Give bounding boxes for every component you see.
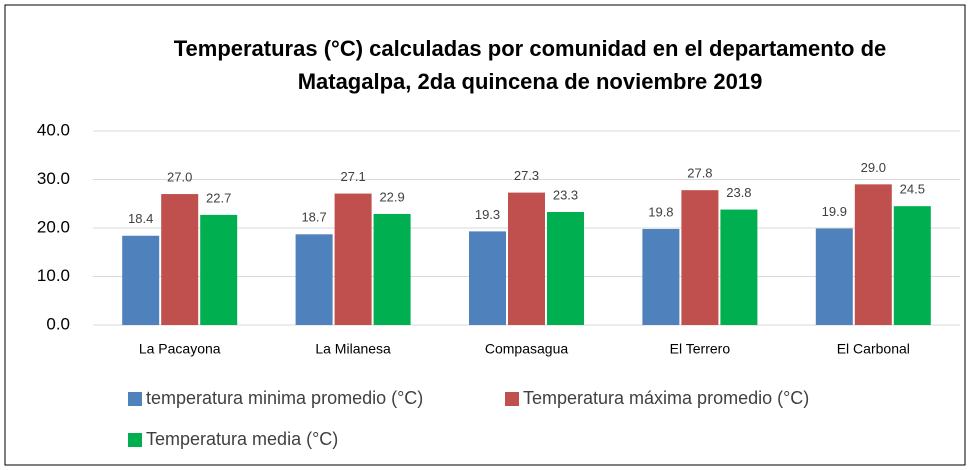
data-label: 19.3	[475, 207, 500, 222]
chart-title: Temperaturas (°C) calculadas por comunid…	[174, 36, 887, 61]
bar	[200, 214, 238, 325]
data-label: 27.8	[687, 166, 712, 181]
bar	[334, 193, 372, 325]
x-tick-label: La Pacayona	[139, 341, 221, 357]
legend-swatch	[505, 392, 519, 406]
data-label: 19.9	[822, 204, 847, 219]
legend-label: Temperatura media (°C)	[146, 429, 338, 449]
data-label: 22.7	[206, 190, 231, 205]
data-label: 27.1	[340, 169, 365, 184]
y-tick-label: 20.0	[37, 217, 70, 236]
data-label: 18.7	[301, 210, 326, 225]
data-label: 22.9	[379, 189, 404, 204]
data-label: 24.5	[900, 182, 925, 197]
data-label: 18.4	[128, 211, 153, 226]
bar	[720, 209, 758, 325]
x-tick-label: El Terrero	[670, 341, 731, 357]
data-label: 23.8	[726, 185, 751, 200]
bar	[681, 190, 719, 325]
bar	[122, 235, 160, 325]
bar	[815, 228, 853, 325]
bar	[547, 211, 584, 325]
y-tick-label: 10.0	[37, 266, 70, 285]
y-tick-label: 0.0	[46, 314, 70, 333]
bar	[893, 206, 931, 325]
bar	[161, 194, 199, 325]
data-label: 23.3	[553, 187, 578, 202]
legend-label: temperatura minima promedio (°C)	[146, 388, 423, 408]
data-label: 19.8	[648, 204, 673, 219]
bar	[469, 231, 506, 325]
x-tick-label: El Carbonal	[837, 341, 910, 357]
x-tick-label: Compasagua	[485, 341, 568, 357]
chart-title: Matagalpa, 2da quincena de noviembre 201…	[298, 69, 763, 94]
data-label: 27.0	[167, 169, 192, 184]
data-label: 27.3	[514, 168, 539, 183]
bar	[508, 192, 545, 325]
data-label: 29.0	[861, 160, 886, 175]
legend-swatch	[128, 392, 142, 406]
bar	[854, 184, 892, 325]
y-tick-label: 30.0	[37, 169, 70, 188]
x-tick-label: La Milanesa	[315, 341, 391, 357]
bar	[295, 234, 333, 325]
y-tick-label: 40.0	[37, 120, 70, 139]
legend-swatch	[128, 433, 142, 447]
bar	[642, 228, 680, 325]
bar	[373, 213, 411, 325]
legend-label: Temperatura máxima promedio (°C)	[523, 388, 809, 408]
